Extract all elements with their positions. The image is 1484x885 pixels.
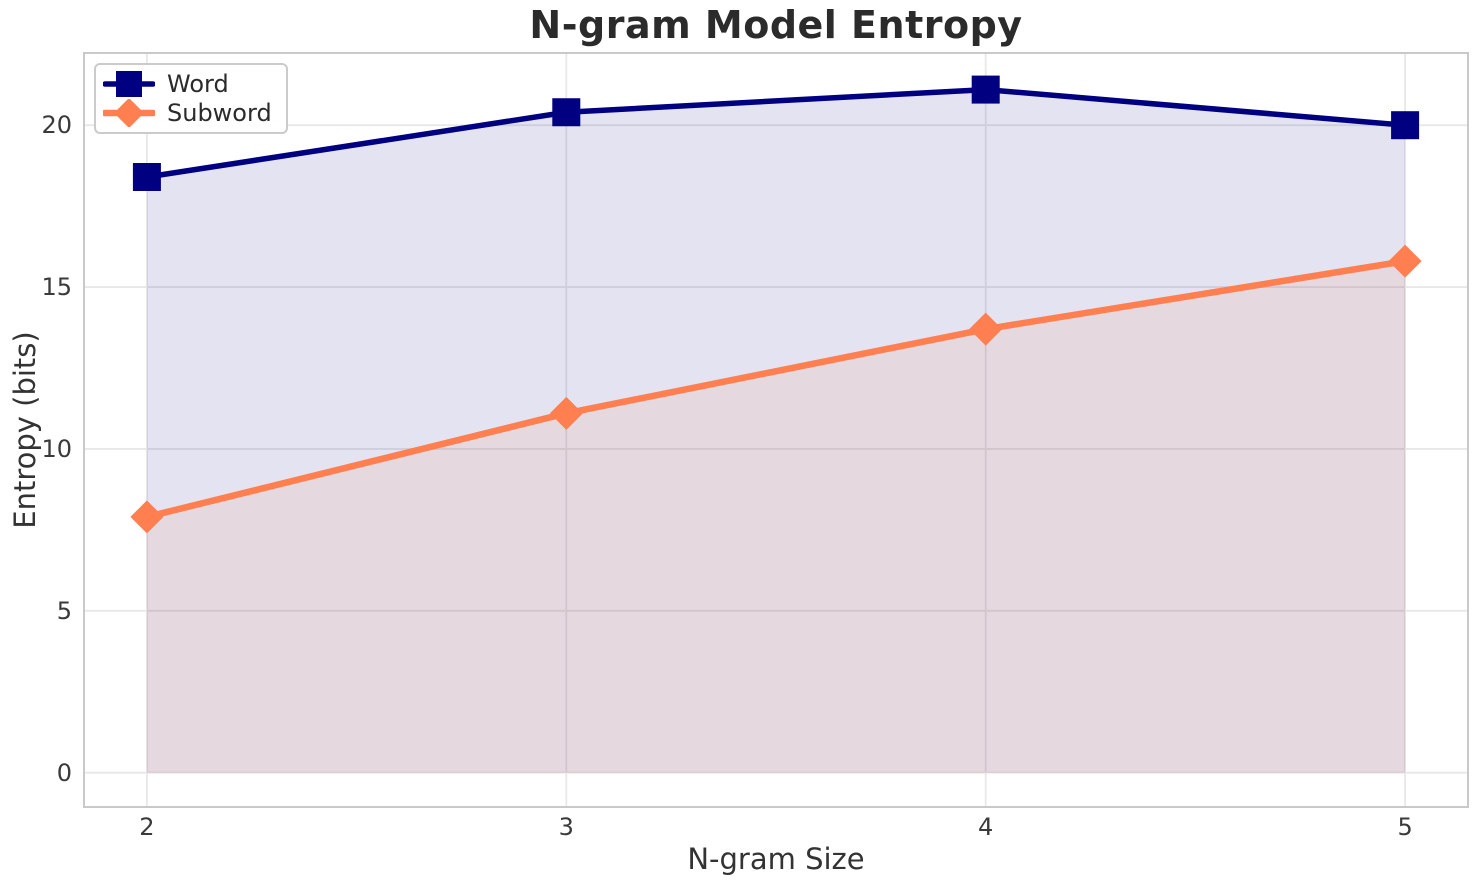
x-axis-label: N-gram Size [687, 842, 865, 876]
legend: Word Subword [94, 63, 288, 134]
subword-legend-marker-icon [103, 99, 155, 127]
chart-title: N-gram Model Entropy [529, 3, 1023, 47]
y-tick-label: 10 [41, 434, 72, 463]
x-tick-label: 4 [978, 813, 994, 841]
legend-item-subword: Subword [103, 99, 272, 127]
y-axis-label: Entropy (bits) [8, 331, 42, 529]
x-tick-label: 2 [139, 813, 155, 841]
word-area-fill [146, 89, 1406, 773]
word-marker [1391, 111, 1420, 140]
subword-marker [1388, 244, 1422, 278]
subword-area-fill [146, 261, 1406, 773]
word-marker [132, 162, 161, 191]
legend-item-word: Word [103, 70, 272, 98]
y-tick-label: 5 [56, 596, 72, 625]
x-tick-label: 3 [558, 813, 574, 841]
subword-marker [130, 500, 164, 534]
subword-marker [969, 312, 1003, 346]
word-legend-marker-icon [103, 71, 155, 97]
word-line [144, 86, 1408, 180]
legend-label: Word [167, 70, 229, 98]
word-marker [971, 75, 1000, 104]
subword-marker [549, 396, 583, 430]
x-tick-label: 5 [1397, 813, 1413, 841]
y-tick-label: 0 [56, 758, 72, 787]
legend-label: Subword [167, 99, 272, 127]
y-tick-label: 15 [41, 273, 72, 302]
axes-spines [83, 52, 1469, 808]
subword-line [143, 257, 1409, 521]
word-marker [552, 98, 581, 127]
y-tick-label: 20 [41, 111, 72, 140]
